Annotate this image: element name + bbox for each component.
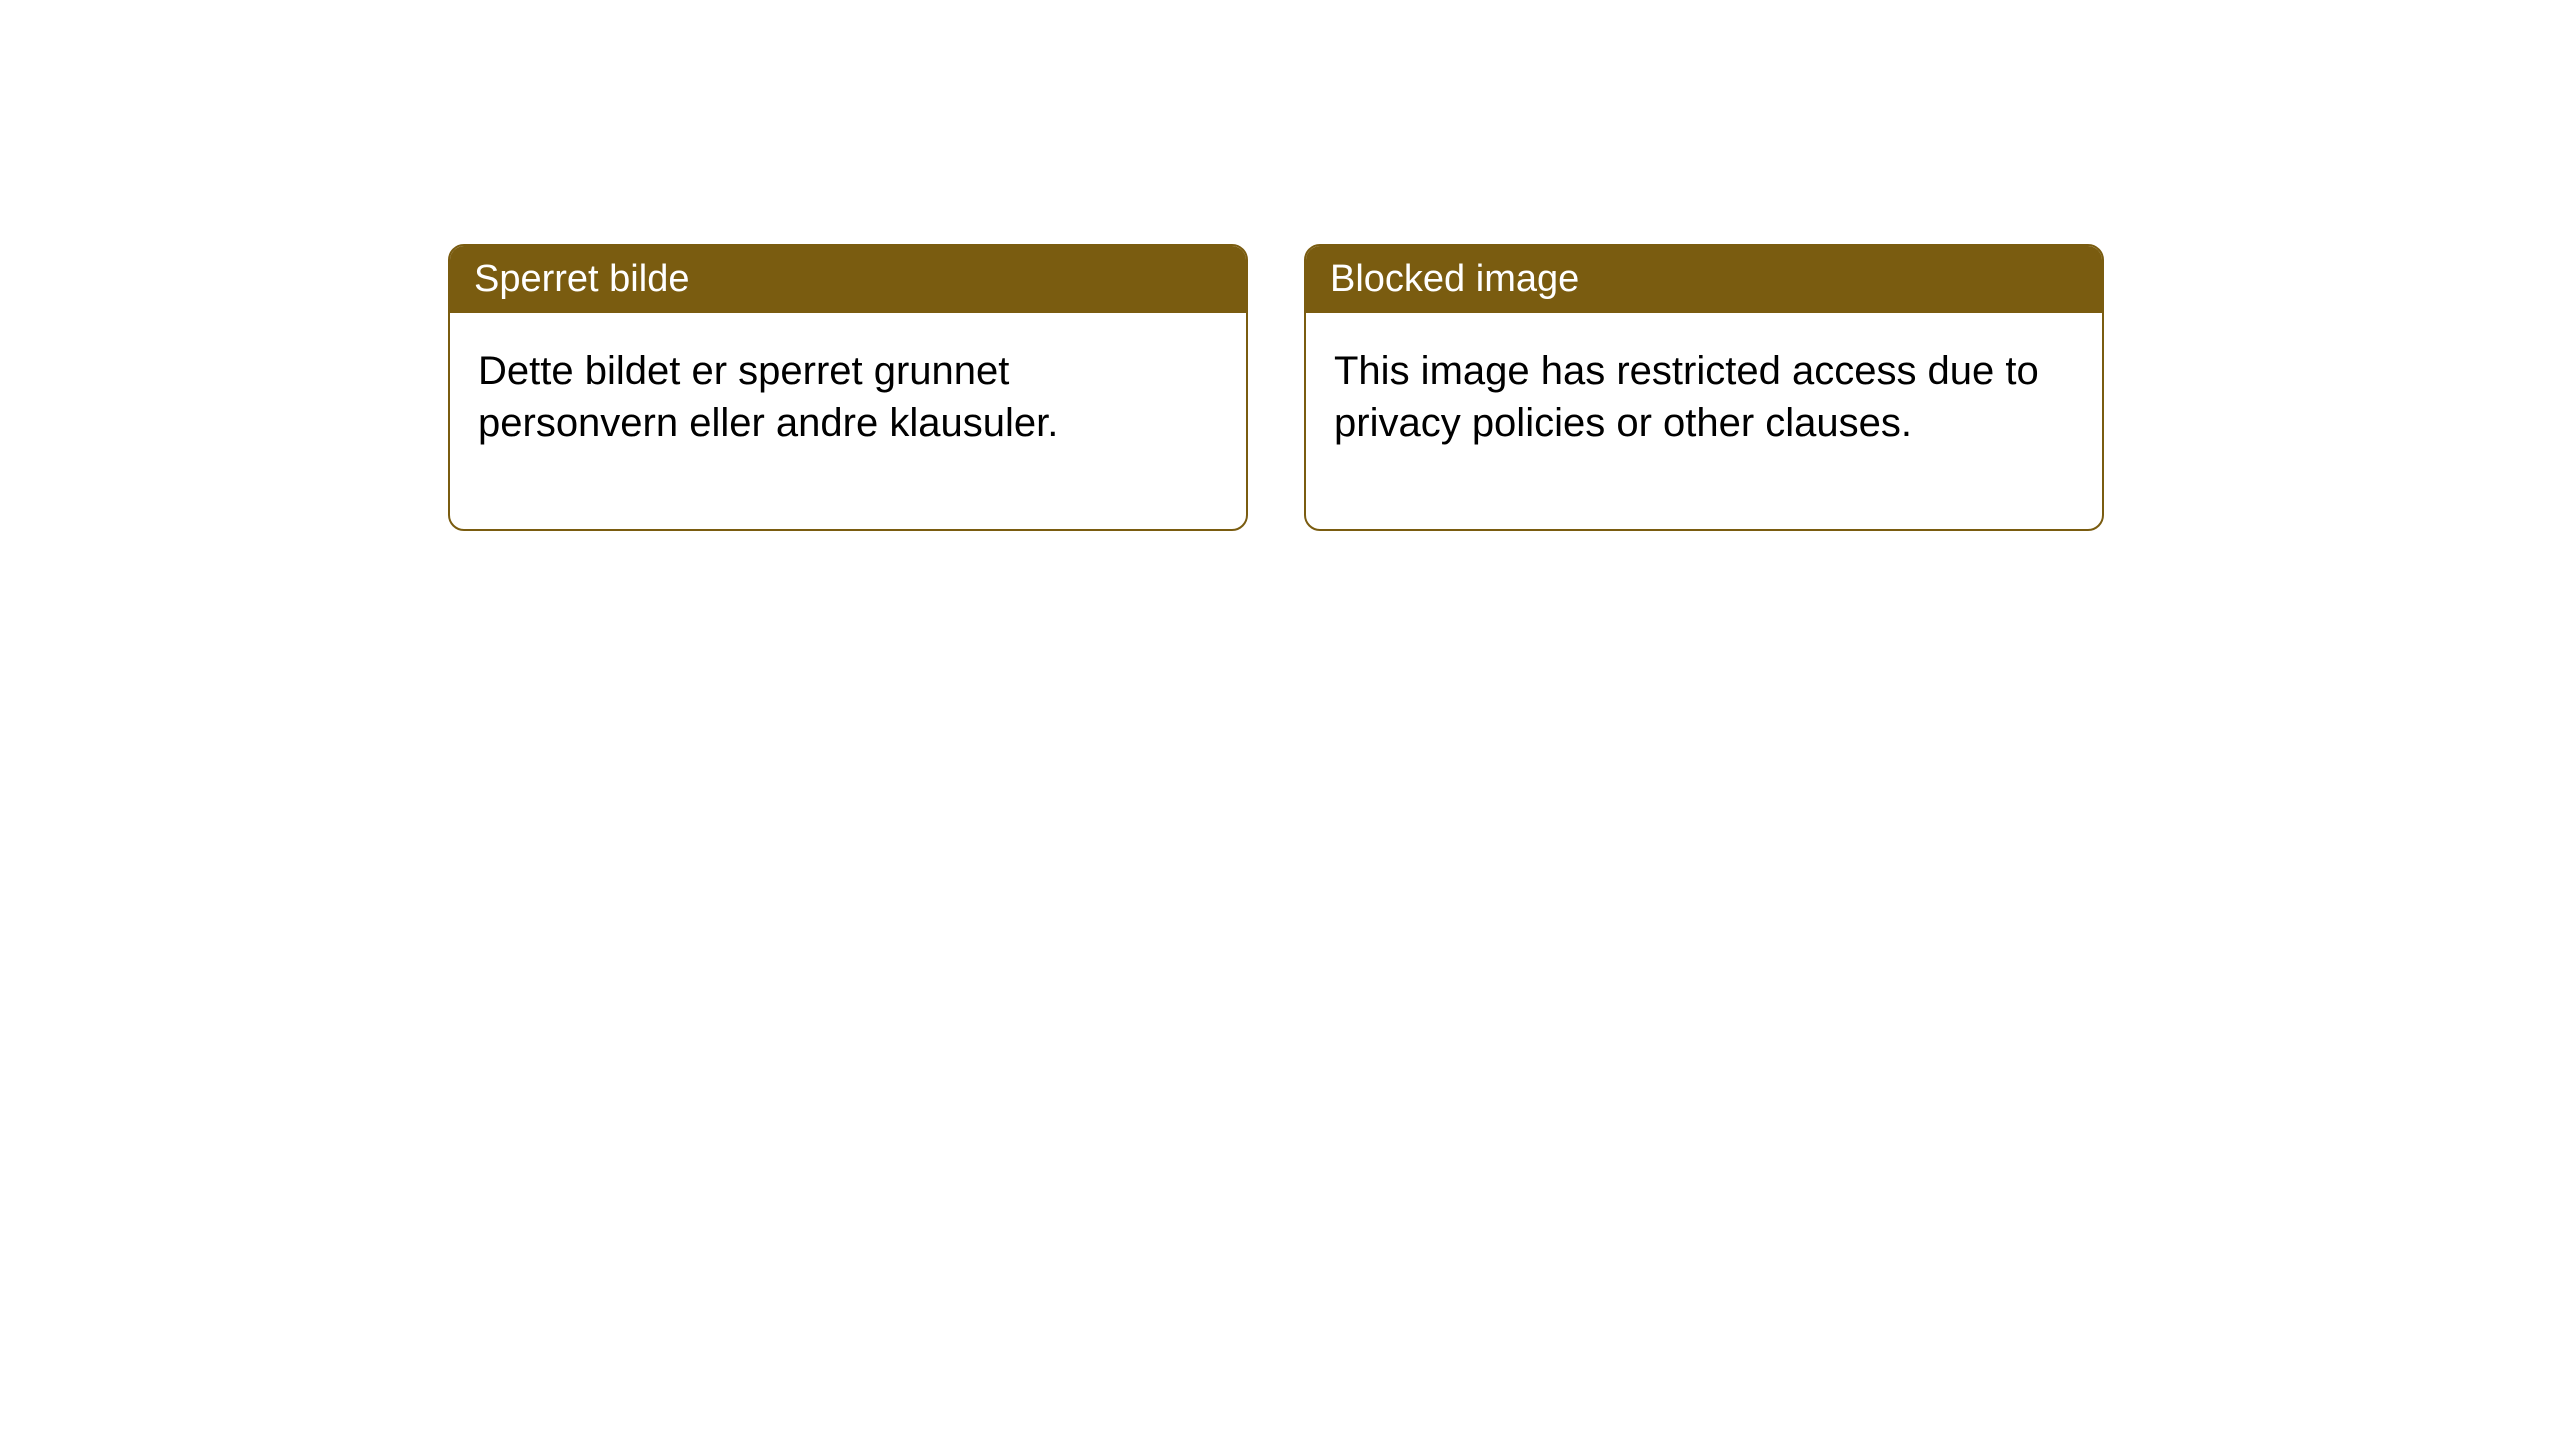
- notice-card-english: Blocked image This image has restricted …: [1304, 244, 2104, 531]
- notice-title: Sperret bilde: [474, 258, 689, 300]
- notice-text: This image has restricted access due to …: [1334, 349, 2039, 445]
- notice-card-norwegian: Sperret bilde Dette bildet er sperret gr…: [448, 244, 1248, 531]
- notice-card-body: This image has restricted access due to …: [1306, 313, 2102, 529]
- notice-card-header: Blocked image: [1306, 246, 2102, 313]
- notice-text: Dette bildet er sperret grunnet personve…: [478, 349, 1058, 445]
- notice-container: Sperret bilde Dette bildet er sperret gr…: [448, 244, 2104, 531]
- notice-title: Blocked image: [1330, 258, 1579, 300]
- notice-card-body: Dette bildet er sperret grunnet personve…: [450, 313, 1246, 529]
- notice-card-header: Sperret bilde: [450, 246, 1246, 313]
